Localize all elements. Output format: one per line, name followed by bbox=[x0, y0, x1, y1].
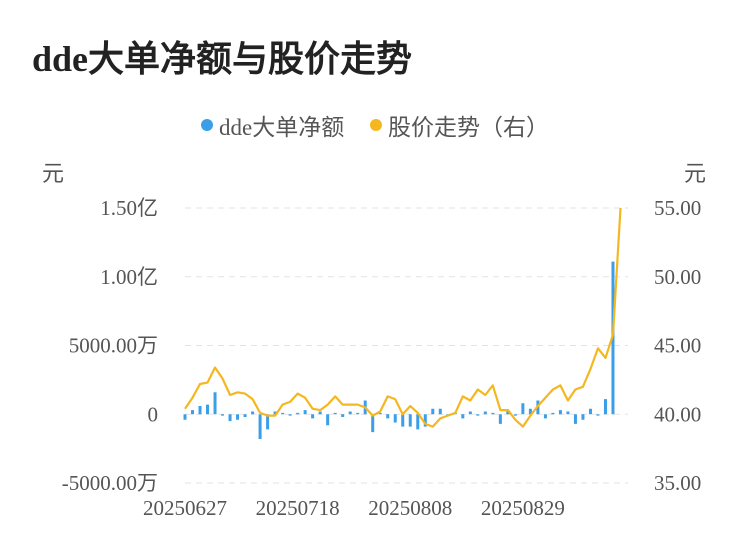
chart-title: dde大单净额与股价走势 bbox=[32, 39, 413, 79]
dde-bar bbox=[251, 411, 255, 415]
dde-bar bbox=[191, 410, 195, 415]
dde-bar bbox=[461, 414, 465, 419]
right-tick-label: 45.00 bbox=[654, 334, 701, 358]
legend-dot-dde bbox=[201, 119, 214, 131]
dde-bar bbox=[483, 411, 487, 415]
dde-bar bbox=[183, 414, 187, 420]
left-tick-label: -5000.00万 bbox=[62, 471, 158, 495]
dde-bar bbox=[386, 414, 390, 419]
dde-bar bbox=[281, 412, 285, 415]
x-tick-label: 20250627 bbox=[143, 496, 227, 520]
dde-bar bbox=[266, 414, 270, 430]
dde-bar bbox=[258, 414, 262, 439]
x-tick-label: 20250829 bbox=[481, 496, 565, 520]
dde-bar bbox=[581, 414, 585, 420]
dde-bar bbox=[543, 414, 547, 419]
dde-bar bbox=[378, 412, 382, 415]
left-tick-label: 1.00亿 bbox=[100, 265, 158, 289]
dde-bar bbox=[491, 412, 495, 415]
right-tick-label: 55.00 bbox=[654, 196, 701, 220]
dde-bar bbox=[416, 414, 420, 430]
legend-dot-price bbox=[369, 119, 382, 131]
dde-bar bbox=[431, 408, 435, 415]
dde-bar bbox=[596, 414, 600, 416]
dde-bar bbox=[288, 414, 292, 416]
dde-bar bbox=[521, 403, 525, 415]
dde-bar bbox=[273, 411, 277, 415]
dde-bar bbox=[221, 414, 225, 416]
dde-bar bbox=[213, 392, 217, 415]
dde-bar bbox=[476, 414, 480, 416]
dde-bar bbox=[318, 411, 322, 415]
dde-bar bbox=[236, 414, 240, 420]
x-tick-label: 20250808 bbox=[368, 496, 452, 520]
right-axis-unit: 元 bbox=[684, 161, 707, 186]
right-tick-label: 50.00 bbox=[654, 265, 701, 289]
right-tick-label: 40.00 bbox=[654, 402, 701, 426]
dde-bar bbox=[303, 410, 307, 415]
dde-bar bbox=[243, 414, 247, 417]
dde-bar bbox=[438, 408, 442, 415]
left-tick-label: 5000.00万 bbox=[69, 334, 158, 358]
dde-bar bbox=[588, 408, 592, 415]
dde-bar bbox=[528, 408, 532, 415]
dde-bar bbox=[498, 414, 502, 424]
dde-bar bbox=[311, 414, 315, 419]
right-tick-label: 35.00 bbox=[654, 471, 701, 495]
dde-bar bbox=[296, 412, 300, 415]
left-tick-label: 1.50亿 bbox=[100, 196, 158, 220]
dde-bar bbox=[228, 414, 232, 422]
left-tick-label: 0 bbox=[148, 402, 159, 426]
legend: dde大单净额 股价走势（右） bbox=[0, 108, 750, 142]
legend-label-dde: dde大单净额 bbox=[219, 115, 345, 140]
dde-bar bbox=[348, 411, 352, 415]
legend-item-price[interactable]: 股价走势（右） bbox=[369, 108, 549, 142]
x-tick-label: 20250718 bbox=[256, 496, 340, 520]
dde-bar bbox=[566, 411, 570, 415]
left-axis-unit: 元 bbox=[42, 161, 65, 186]
dde-bar bbox=[371, 414, 375, 433]
dde-bar bbox=[326, 414, 330, 426]
dde-bar bbox=[558, 410, 562, 415]
dde-bar bbox=[468, 411, 472, 415]
dde-bar bbox=[603, 399, 607, 415]
dde-bar bbox=[333, 412, 337, 415]
legend-label-price: 股价走势（右） bbox=[387, 115, 549, 140]
dde-bar bbox=[206, 404, 210, 415]
dde-bar bbox=[423, 414, 427, 427]
legend-item-dde[interactable]: dde大单净额 bbox=[201, 108, 344, 142]
price-line bbox=[184, 207, 622, 428]
dde-bar bbox=[393, 414, 397, 423]
dde-bar bbox=[341, 414, 345, 417]
dde-bar bbox=[573, 414, 577, 424]
dde-bar bbox=[356, 412, 360, 415]
dde-bar bbox=[408, 414, 412, 427]
dde-bar bbox=[551, 412, 555, 415]
dde-bar bbox=[198, 406, 202, 415]
dde-bar bbox=[506, 410, 510, 415]
dde-bar bbox=[513, 414, 517, 416]
dde-bar bbox=[401, 414, 405, 427]
